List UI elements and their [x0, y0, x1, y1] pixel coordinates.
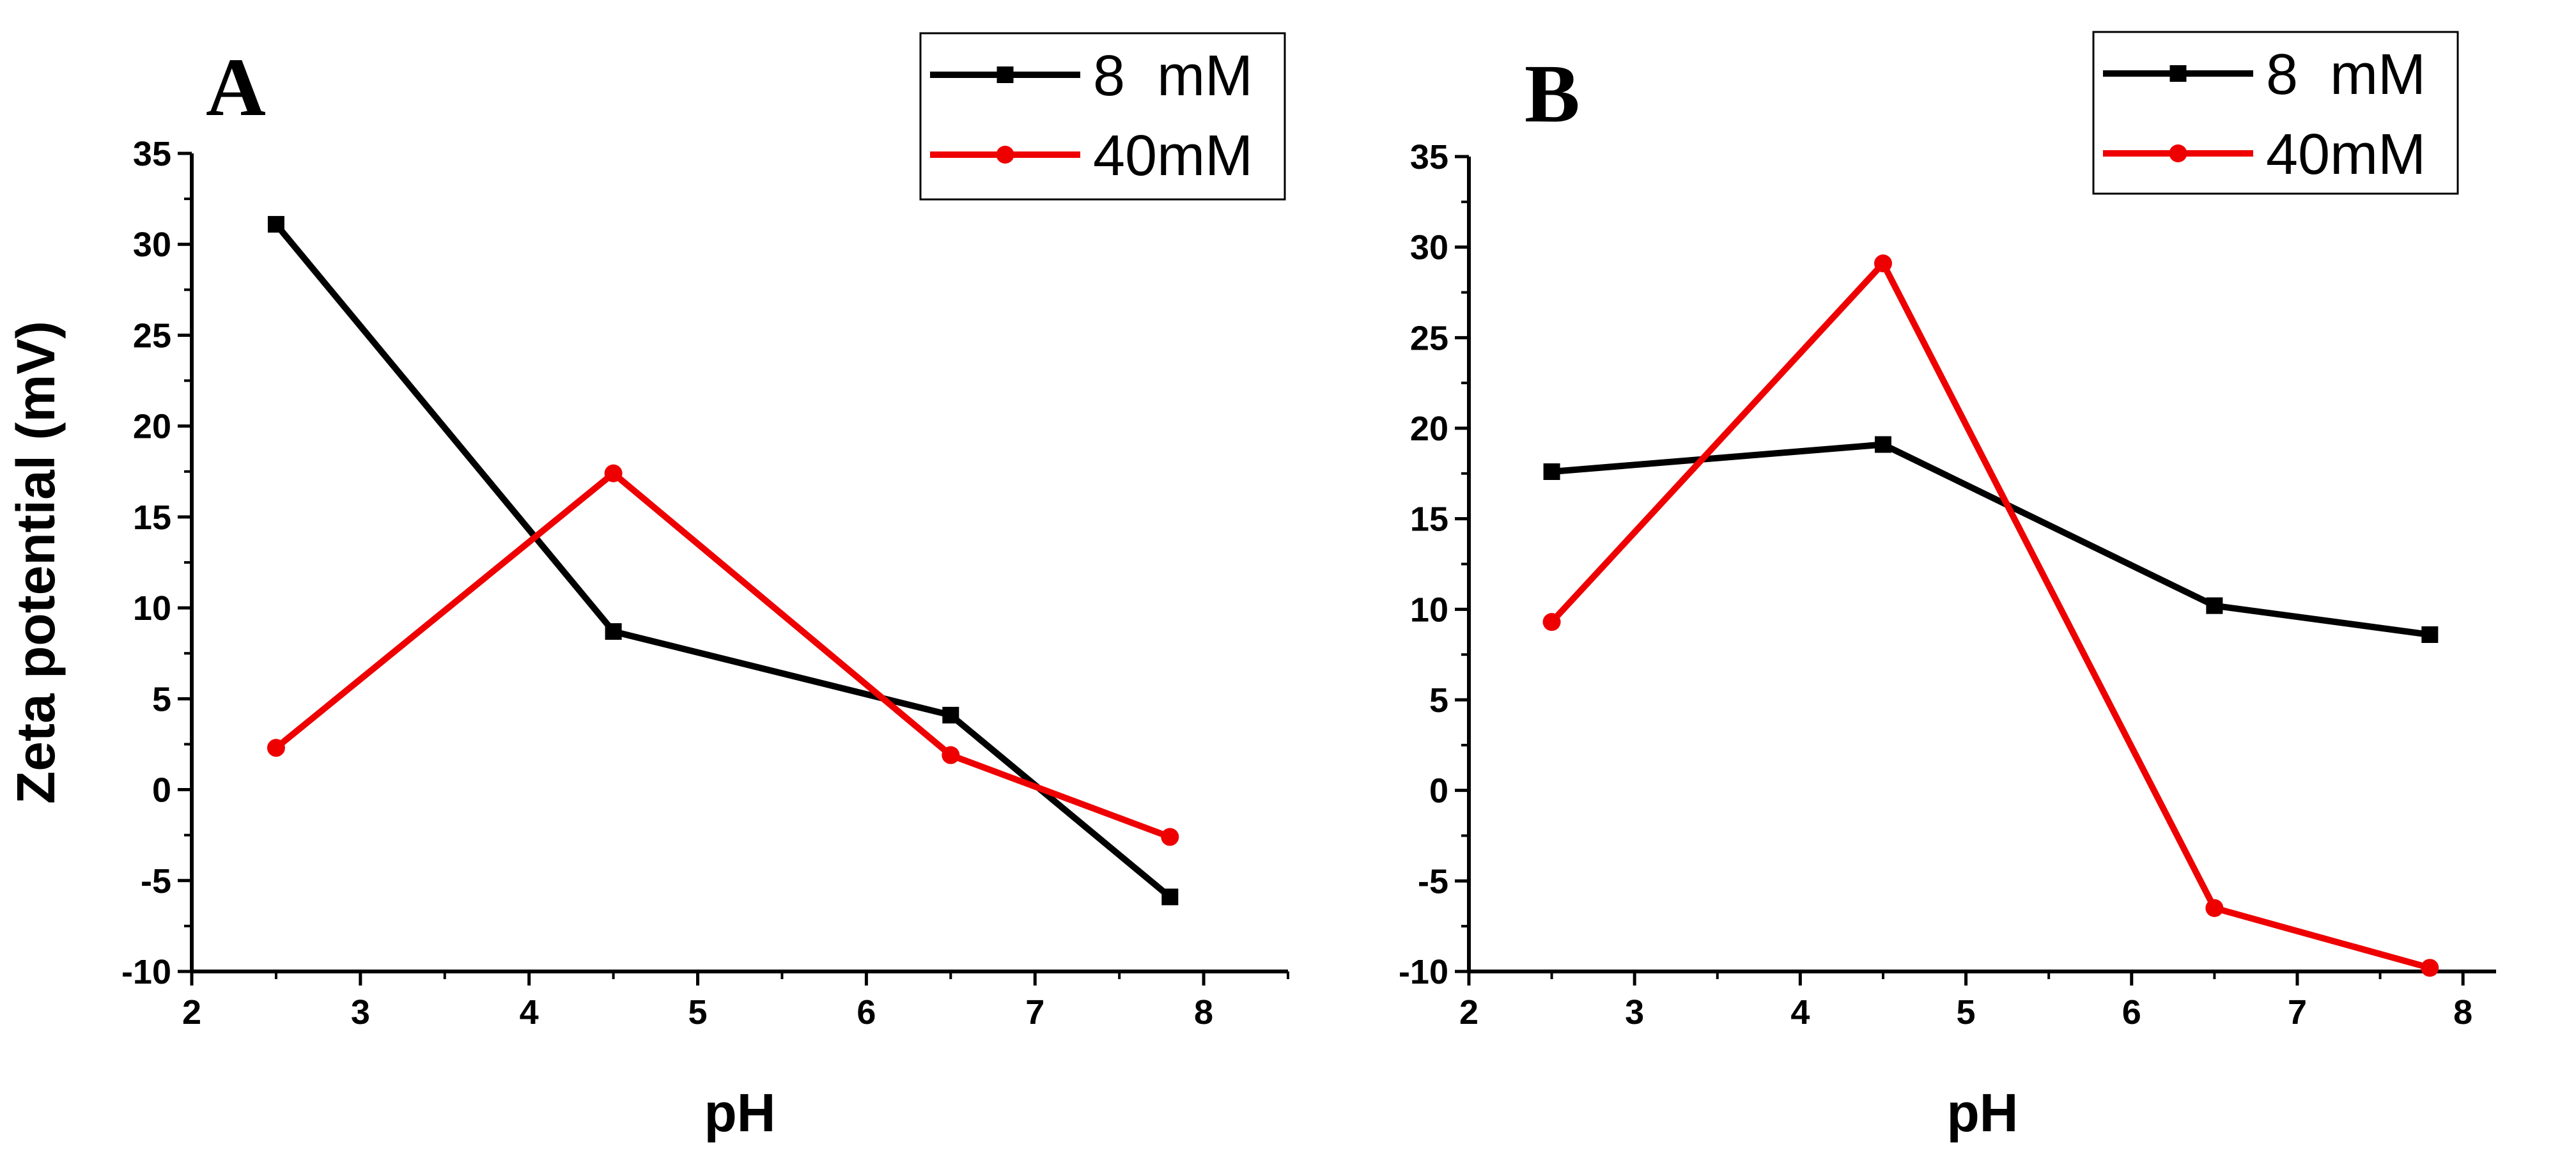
x-tick-label: 5: [688, 993, 708, 1032]
chart-panel-b: 35 30 25 20 15 10 5 0 -5 -10 2 3 4 5 6 7 8 pH B 8 mM 40mM: [1399, 31, 2496, 1143]
series-line-0: [274, 222, 1172, 900]
legend-swatch-circle: [996, 146, 1014, 164]
y-axis-label: Zeta potential (mV): [6, 321, 66, 804]
x-tick-label: 7: [1025, 993, 1044, 1032]
y-tick-label: 20: [133, 408, 171, 446]
series-line-1: [1549, 260, 2431, 971]
x-tick-label: 2: [182, 993, 201, 1032]
legend-swatch-circle: [2169, 144, 2187, 162]
legend: 8 mM 40mM: [919, 32, 1286, 201]
x-tick-label: 2: [1459, 993, 1478, 1032]
data-point-square: [1161, 888, 1179, 906]
panel-label: A: [206, 42, 266, 134]
y-tick-label: -5: [1418, 862, 1448, 901]
series-line-0: [1551, 441, 2430, 638]
y-tick-label: 15: [133, 499, 171, 537]
x-axis-label: pH: [1947, 1083, 2019, 1143]
y-tick-label: 0: [152, 771, 171, 810]
y-tick-label: 15: [1410, 500, 1448, 539]
chart-panel-a: 35 30 25 20 15 10 5 0 -5 -10 2 3 4 5 6 7 8 pH Zeta potenti…: [6, 32, 1289, 1143]
data-point-circle: [2205, 899, 2224, 917]
data-point-circle: [604, 464, 623, 483]
data-point-circle: [267, 739, 285, 757]
y-tick-label: 0: [1429, 772, 1448, 810]
data-point-square: [1874, 436, 1891, 453]
x-tick-label: 6: [2122, 993, 2141, 1032]
x-tick-label: 6: [857, 993, 876, 1032]
legend-swatch-square: [2169, 65, 2187, 82]
data-point-square: [2206, 597, 2223, 614]
series-line-1: [274, 470, 1172, 840]
x-tick-label: 3: [1625, 993, 1644, 1032]
legend-label: 40mM: [1093, 124, 1253, 188]
legend-label: 8 mM: [1093, 44, 1253, 108]
y-tick-label: 30: [1410, 229, 1448, 267]
legend-label: 8 mM: [2266, 43, 2426, 107]
x-tick-label: 4: [1790, 993, 1810, 1032]
data-point-square: [267, 215, 284, 233]
y-tick-label: 5: [1429, 681, 1448, 720]
x-tick-label: 8: [2453, 993, 2472, 1032]
x-tick-label: 5: [1957, 993, 1976, 1032]
data-point-circle: [2421, 959, 2439, 977]
legend-box: [919, 32, 1286, 201]
data-point-square: [605, 623, 622, 640]
x-tick-label: 7: [2288, 993, 2307, 1032]
data-point-circle: [1542, 613, 1561, 631]
y-tick-label: -10: [1399, 953, 1448, 991]
data-point-square: [942, 706, 959, 723]
data-point-circle: [1161, 828, 1179, 846]
legend: 8 mM 40mM: [2092, 31, 2459, 195]
legend-swatch-square: [997, 66, 1014, 83]
y-tick-label: 30: [133, 226, 171, 264]
x-tick-label: 4: [520, 993, 539, 1032]
x-axis-label: pH: [704, 1083, 776, 1143]
y-tick-label: 25: [1410, 319, 1448, 357]
legend-label: 40mM: [2266, 123, 2426, 187]
y-tick-label: 10: [133, 589, 171, 628]
x-tick-label: 3: [351, 993, 370, 1032]
data-point-square: [1543, 463, 1560, 480]
data-point-square: [2421, 626, 2439, 643]
data-point-circle: [942, 746, 960, 764]
legend-box: [2092, 31, 2459, 195]
y-tick-label: 20: [1410, 410, 1448, 448]
y-tick-label: -5: [141, 862, 171, 901]
y-tick-label: 25: [133, 316, 171, 355]
y-tick-label: -10: [121, 953, 171, 991]
y-tick-label: 5: [152, 680, 171, 718]
y-tick-label: 35: [1410, 138, 1448, 176]
y-tick-label: 10: [1410, 591, 1448, 629]
y-tick-label: 35: [133, 135, 171, 173]
x-tick-label: 8: [1194, 993, 1213, 1032]
data-point-circle: [1874, 254, 1892, 273]
panel-label: B: [1525, 48, 1580, 140]
